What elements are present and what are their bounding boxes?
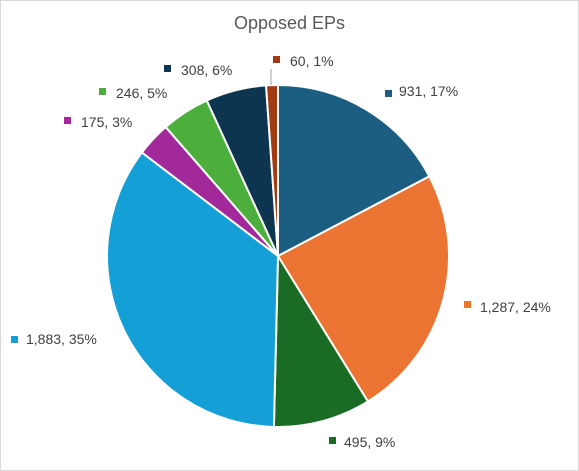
- pie-slice: [277, 83, 431, 258]
- data-label-marker: [273, 56, 280, 63]
- data-label-marker: [385, 90, 392, 97]
- pie-slice: [264, 83, 279, 257]
- data-label-marker: [11, 336, 18, 343]
- pie-slices: [106, 83, 450, 428]
- data-label-marker: [164, 65, 171, 72]
- pie-slice: [272, 252, 370, 428]
- data-label: 246, 5%: [116, 85, 167, 101]
- data-label: 1,883, 35%: [26, 331, 97, 347]
- chart-title: Opposed EPs: [233, 13, 346, 33]
- data-label: 1,287, 24%: [480, 299, 551, 315]
- data-label-marker: [464, 301, 471, 308]
- data-label-marker: [99, 88, 106, 95]
- data-label: 308, 6%: [181, 62, 232, 78]
- pie-slice: [106, 151, 280, 428]
- data-label-marker: [64, 117, 71, 124]
- data-label: 175, 3%: [81, 114, 132, 130]
- pie-slice: [276, 174, 450, 403]
- data-labels: 931, 17% 1,287, 24% 495, 9% 1,883, 35% 175, …: [11, 53, 551, 450]
- data-label: 60, 1%: [290, 53, 334, 69]
- data-label: 931, 17%: [399, 83, 458, 99]
- data-label: 495, 9%: [344, 434, 395, 450]
- data-label-marker: [329, 437, 336, 444]
